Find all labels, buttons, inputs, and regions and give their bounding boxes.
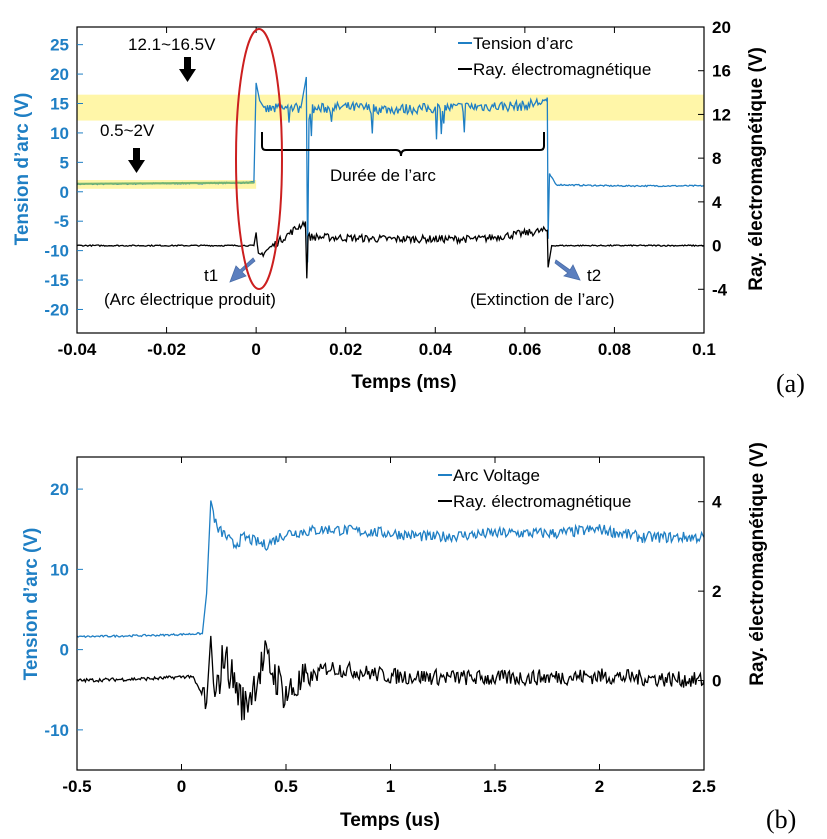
y-right-tick-label: 4 — [712, 193, 722, 212]
y-left-tick-label: 20 — [50, 480, 69, 499]
y-right-tick-label: 16 — [712, 62, 731, 81]
x-tick-label: 2 — [595, 777, 604, 796]
y-left-tick-label: -10 — [44, 721, 69, 740]
arrow-t2-icon — [554, 259, 581, 281]
arrow-high-band-icon — [179, 57, 196, 82]
panel-b-legend-2: Ray. électromagnétique — [453, 492, 631, 511]
arrow-t1-icon — [229, 257, 256, 283]
panel-a-chart: -0.04 -0.02 0 0.02 0.04 0.06 0.08 0.1 25 20 15 10 5 0… — [12, 18, 805, 398]
y-left-tick-label: 25 — [50, 36, 69, 55]
x-tick-label: 0 — [177, 777, 186, 796]
panel-b-ylabel-left: Tension d’arc (V) — [21, 528, 42, 681]
y-left-tick-label: 20 — [50, 65, 69, 84]
y-left-tick-label: -10 — [44, 242, 69, 261]
y-left-tick-label: 0 — [60, 641, 69, 660]
arrow-low-band-icon — [128, 148, 145, 173]
annotation-t1: t1 — [204, 266, 218, 285]
x-tick-label: 0.02 — [329, 340, 362, 359]
panel-b-xlabel: Temps (us) — [340, 810, 440, 831]
band-overlay-low — [76, 181, 254, 185]
x-tick-label: 2.5 — [692, 777, 716, 796]
y-left-tick-label: -15 — [44, 271, 69, 290]
series-line-1 — [76, 500, 705, 639]
x-tick-label: 0.08 — [598, 340, 631, 359]
y-right-tick-label: 2 — [712, 582, 721, 601]
panel-a-label: (a) — [776, 369, 805, 398]
panel-a-ylabel-left: Tension d’arc (V) — [12, 93, 33, 246]
y-right-tick-label: 8 — [712, 149, 721, 168]
series-line-2 — [76, 635, 705, 721]
x-tick-label: -0.5 — [62, 777, 91, 796]
arc-onset-ellipse — [235, 28, 283, 290]
x-tick-label: -0.02 — [147, 340, 186, 359]
y-right-tick-label: 0 — [712, 672, 721, 691]
annotation-t2: t2 — [587, 266, 601, 285]
annotation-t2-desc: (Extinction de l’arc) — [470, 290, 615, 309]
highlight-band-high — [77, 94, 704, 121]
x-tick-label: 0.06 — [508, 340, 541, 359]
panel-a-legend-1: Tension d’arc — [473, 34, 574, 53]
y-right-tick-label: -4 — [712, 280, 728, 299]
x-tick-label: 0.1 — [692, 340, 716, 359]
y-left-tick-label: 5 — [60, 153, 69, 172]
x-tick-label: -0.04 — [58, 340, 97, 359]
y-left-tick-label: 10 — [50, 560, 69, 579]
y-right-tick-label: 0 — [712, 237, 721, 256]
x-tick-label: 0.04 — [419, 340, 453, 359]
y-right-tick-label: 12 — [712, 105, 731, 124]
panel-a-legend-2: Ray. électromagnétique — [473, 60, 651, 79]
y-left-tick-label: 15 — [50, 95, 69, 114]
panel-b-label: (b) — [766, 805, 796, 834]
annotation-duration: Durée de l’arc — [330, 166, 436, 185]
y-left-tick-label: -5 — [54, 212, 69, 231]
annotation-low-band: 0.5~2V — [100, 121, 155, 140]
annotation-high-band: 12.1~16.5V — [128, 35, 216, 54]
y-right-tick-label: 20 — [712, 18, 731, 37]
annotation-t1-desc: (Arc électrique produit) — [104, 290, 276, 309]
x-tick-label: 0.5 — [274, 777, 298, 796]
y-right-tick-label: 4 — [712, 493, 722, 512]
y-left-tick-label: -20 — [44, 300, 69, 319]
panel-a-ylabel-right: Ray. électromagnétique (V) — [746, 47, 767, 291]
x-tick-label: 0 — [251, 340, 260, 359]
panel-b-ylabel-right: Ray. électromagnétique (V) — [747, 442, 768, 686]
x-tick-label: 1.5 — [483, 777, 507, 796]
panel-a-xlabel: Temps (ms) — [351, 372, 456, 393]
duration-brace — [261, 132, 545, 157]
panel-b-legend-1: Arc Voltage — [453, 466, 540, 485]
x-tick-label: 1 — [386, 777, 395, 796]
y-left-tick-label: 0 — [60, 183, 69, 202]
y-left-tick-label: 10 — [50, 124, 69, 143]
plot-frame — [76, 26, 705, 334]
series-line-2 — [76, 220, 705, 279]
